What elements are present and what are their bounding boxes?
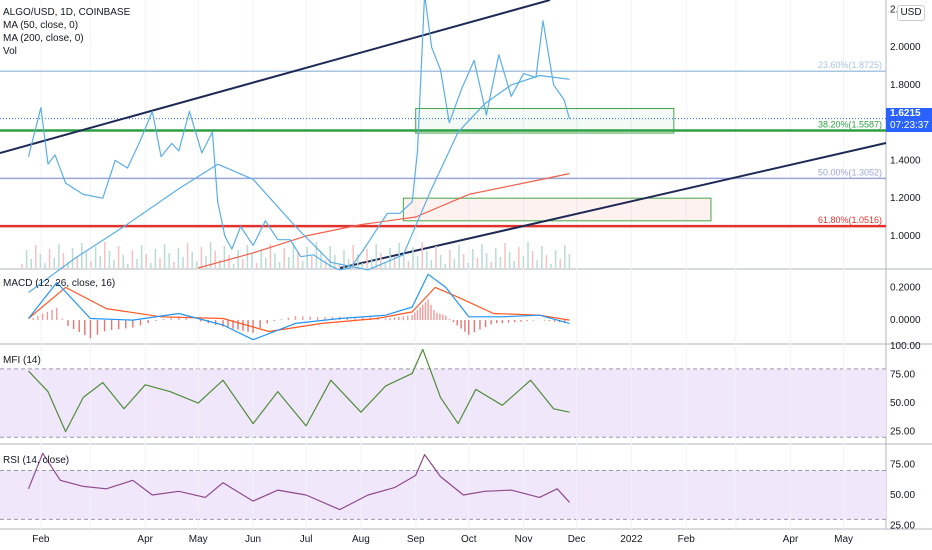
ma50-line [28,74,570,293]
mfi-axis-tick: 50.00 [890,398,915,409]
price-line [27,0,571,271]
time-axis-tick: Dec [568,534,586,545]
volume-legend[interactable]: Vol [3,46,17,57]
price-axis-tick: 1.2000 [890,193,921,204]
time-axis-tick: Apr [137,534,153,545]
macd-axis-tick: 0.2000 [890,282,921,293]
fib-level-label: 23.60%(1.8725) [818,60,882,70]
macd-legend[interactable]: MACD (12, 26, close, 16) [3,278,116,289]
price-axis-tick: 2.0000 [890,42,921,53]
fib-level-label: 38.20%(1.5587) [818,119,882,129]
rsi-axis-tick: 25.00 [890,521,915,532]
price-axis-tick: 1.8000 [890,80,921,91]
currency-button[interactable]: USD [897,5,925,21]
time-axis-tick: Jun [245,534,261,545]
bar-countdown: 07:23:37 [890,120,929,131]
fib-level-label: 50.00%(1.3052) [818,167,882,177]
time-axis-tick: Feb [32,534,50,545]
time-axis-tick: Feb [678,534,696,545]
axes: 2.2.00001.80001.60001.40001.20001.00000.… [32,4,921,545]
rsi-legend[interactable]: RSI (14, close) [3,455,70,466]
time-axis-tick: May [189,534,208,545]
drawings-layer[interactable]: 23.60%(1.8725) 38.20%(1.5587) 50.00%(1.305… [0,0,887,269]
price-axis-tick: 2. [890,4,898,15]
time-axis-tick: Aug [352,534,370,545]
fib-level-label: 61.80%(1.0516) [818,215,882,225]
macd-line [28,273,570,341]
macd-axis-tick: 0.0000 [890,315,921,326]
ma200-legend[interactable]: MA (200, close, 0) [3,33,84,44]
mfi-band [0,368,886,438]
price-axis-tick: 1.4000 [890,155,921,166]
time-axis-tick: May [834,534,853,545]
macd-signal-line [28,286,570,333]
mfi-axis-tick: 25.00 [890,427,915,438]
rsi-band [0,470,886,520]
time-axis-tick: 2022 [620,534,643,545]
rsi-line [27,452,570,511]
ma200-line [198,173,570,269]
ma50-legend[interactable]: MA (50, close, 0) [3,20,79,31]
zone-rectangle-upper[interactable] [415,108,675,134]
price-axis-tick: 1.0000 [890,231,921,242]
time-axis-tick: Apr [783,534,799,545]
time-axis-tick: Nov [515,534,533,545]
chart-legend: ALGO/USD, 1D, COINBASE MA (50, close, 0)… [3,6,130,58]
last-price: 1.6215 [890,108,921,119]
channel-lower-trendline[interactable] [339,142,887,269]
mfi-legend[interactable]: MFI (14) [3,355,41,366]
rsi-axis-tick: 50.00 [890,490,915,501]
mfi-line [28,348,570,433]
rsi-axis-tick: 75.00 [890,459,915,470]
channel-upper-trendline[interactable] [0,0,551,154]
mfi-axis-tick: 100.00 [890,341,921,352]
mfi-axis-tick: 75.00 [890,370,915,381]
time-axis-tick: Sep [407,534,425,545]
time-axis-tick: Oct [461,534,477,545]
last-price-badge: 1.6215 07:23:37 [886,108,932,132]
series-layer [21,0,571,511]
time-axis-tick: Jul [300,534,313,545]
symbol-title[interactable]: ALGO/USD, 1D, COINBASE [3,7,131,18]
